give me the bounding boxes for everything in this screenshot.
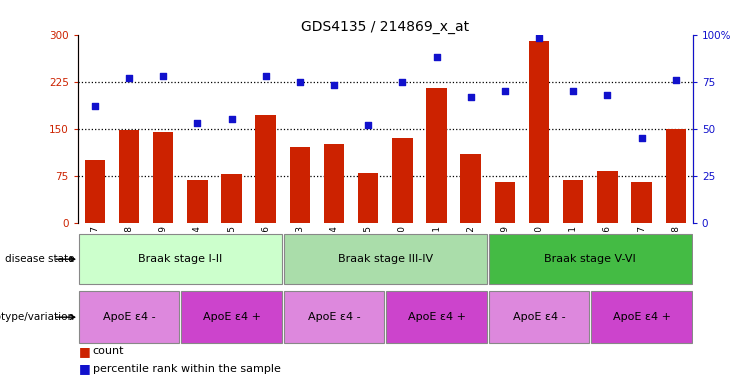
Text: ■: ■: [79, 362, 91, 375]
Point: [89, 103, 101, 109]
Point: [396, 79, 408, 85]
Text: Braak stage III-IV: Braak stage III-IV: [338, 254, 433, 264]
Point: [568, 88, 579, 94]
Bar: [153, 132, 173, 223]
Bar: [182, 291, 282, 343]
Point: [499, 88, 511, 94]
Point: [157, 73, 169, 79]
Bar: [284, 291, 385, 343]
Text: ApoE ε4 +: ApoE ε4 +: [408, 312, 465, 322]
Bar: [284, 235, 487, 284]
Bar: [187, 180, 207, 223]
Bar: [597, 171, 618, 223]
Bar: [460, 154, 481, 223]
Text: Braak stage V-VI: Braak stage V-VI: [545, 254, 637, 264]
Bar: [426, 88, 447, 223]
Bar: [79, 291, 179, 343]
Point: [670, 77, 682, 83]
Bar: [290, 147, 310, 223]
Point: [534, 35, 545, 41]
Text: percentile rank within the sample: percentile rank within the sample: [93, 364, 281, 374]
Bar: [591, 291, 692, 343]
Bar: [529, 41, 549, 223]
Point: [191, 120, 203, 126]
Text: ApoE ε4 -: ApoE ε4 -: [103, 312, 156, 322]
Text: ApoE ε4 -: ApoE ε4 -: [308, 312, 360, 322]
Text: genotype/variation: genotype/variation: [0, 312, 74, 322]
Point: [431, 54, 442, 60]
Bar: [665, 129, 686, 223]
Bar: [358, 172, 379, 223]
Bar: [324, 144, 345, 223]
Text: ■: ■: [79, 345, 91, 358]
Point: [225, 116, 237, 122]
Point: [636, 135, 648, 141]
Point: [260, 73, 272, 79]
Bar: [84, 160, 105, 223]
Text: disease state: disease state: [4, 254, 74, 264]
Bar: [495, 182, 515, 223]
Point: [123, 75, 135, 81]
Bar: [256, 115, 276, 223]
Text: ApoE ε4 -: ApoE ε4 -: [513, 312, 565, 322]
Text: Braak stage I-II: Braak stage I-II: [138, 254, 222, 264]
Bar: [563, 180, 583, 223]
Point: [328, 82, 340, 88]
Bar: [489, 291, 589, 343]
Point: [602, 92, 614, 98]
Text: count: count: [93, 346, 124, 356]
Bar: [386, 291, 487, 343]
Title: GDS4135 / 214869_x_at: GDS4135 / 214869_x_at: [302, 20, 469, 33]
Point: [294, 79, 306, 85]
Bar: [222, 174, 242, 223]
Bar: [119, 130, 139, 223]
Bar: [631, 182, 652, 223]
Point: [465, 94, 476, 100]
Text: ApoE ε4 +: ApoE ε4 +: [613, 312, 671, 322]
Bar: [79, 235, 282, 284]
Text: ApoE ε4 +: ApoE ε4 +: [202, 312, 261, 322]
Bar: [489, 235, 692, 284]
Point: [362, 122, 374, 128]
Bar: [392, 138, 413, 223]
